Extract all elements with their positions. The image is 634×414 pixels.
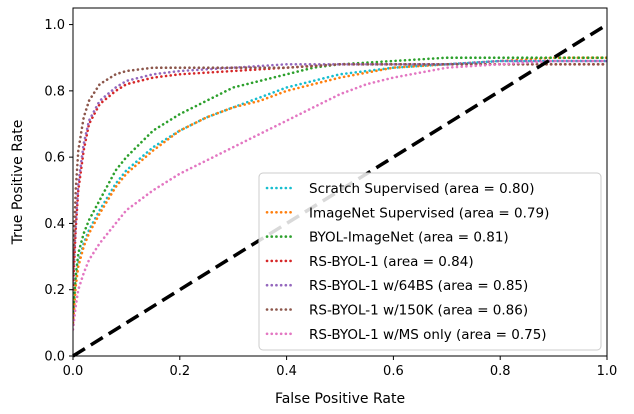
x-tick-label: 0.2 — [169, 364, 190, 379]
y-tick-label: 0.2 — [44, 283, 65, 298]
y-tick-label: 0.0 — [44, 350, 65, 365]
x-tick-label: 0.8 — [490, 364, 511, 379]
y-tick-label: 1.0 — [44, 18, 65, 33]
y-tick-label: 0.6 — [44, 151, 65, 166]
series-line-7 — [73, 59, 607, 331]
x-tick-label: 0.6 — [383, 364, 404, 379]
legend-label-2: ImageNet Supervised (area = 0.79) — [309, 205, 549, 221]
legend-label-4: RS-BYOL-1 (area = 0.84) — [309, 254, 474, 270]
x-tick-label: 0.0 — [63, 364, 84, 379]
y-tick-label: 0.8 — [44, 84, 65, 99]
y-axis-ticks: 0.0 0.2 0.4 0.6 0.8 1.0 — [44, 18, 73, 365]
legend-box — [258, 172, 602, 351]
legend-label-3: BYOL-ImageNet (area = 0.81) — [309, 230, 509, 246]
legend-label-6: RS-BYOL-1 w/150K (area = 0.86) — [309, 303, 528, 319]
x-axis-label: False Positive Rate — [275, 391, 405, 407]
y-axis-label: True Positive Rate — [10, 120, 26, 246]
series-line-6 — [73, 63, 607, 275]
y-tick-label: 0.4 — [44, 217, 65, 232]
legend-label-5: RS-BYOL-1 w/64BS (area = 0.85) — [309, 278, 528, 294]
legend-label-7: RS-BYOL-1 w/MS only (area = 0.75) — [309, 327, 547, 343]
legend: Scratch Supervised (area = 0.80) ImageNet… — [258, 172, 602, 351]
series-line-5 — [73, 59, 607, 285]
series-line-3 — [73, 56, 607, 318]
x-axis-ticks: 0.0 0.2 0.4 0.6 0.8 1.0 — [63, 356, 618, 379]
x-tick-label: 0.4 — [276, 364, 297, 379]
series-layer — [73, 56, 607, 331]
x-tick-label: 1.0 — [597, 364, 618, 379]
plot-frame — [72, 7, 608, 357]
legend-label-1: Scratch Supervised (area = 0.80) — [309, 181, 534, 197]
